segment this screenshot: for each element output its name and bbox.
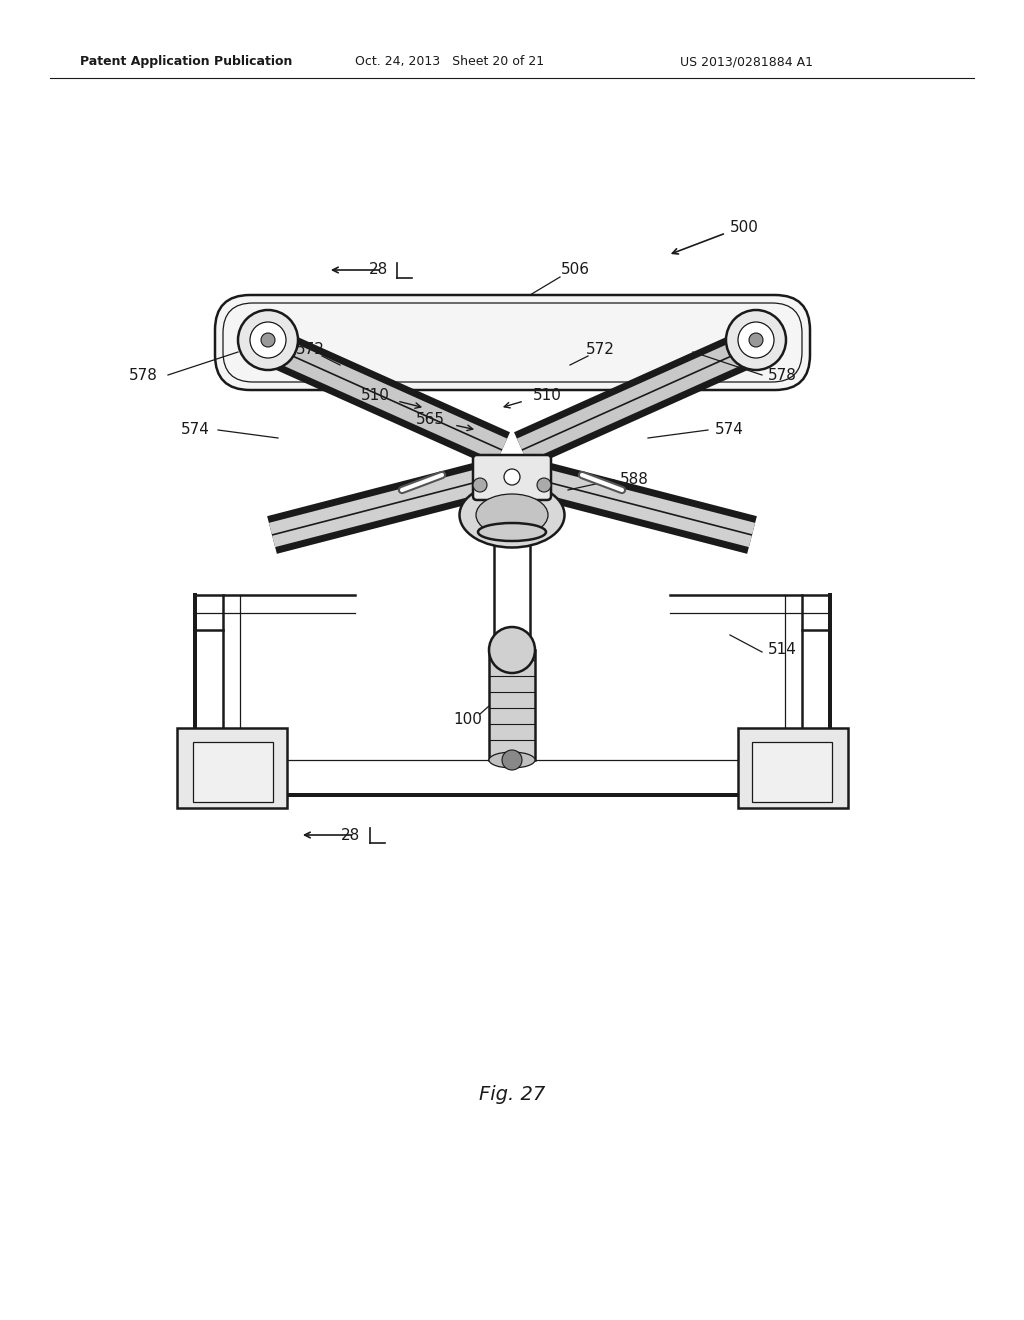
Text: 100: 100	[454, 713, 482, 727]
Circle shape	[749, 333, 763, 347]
Text: 514: 514	[768, 643, 797, 657]
FancyBboxPatch shape	[489, 649, 535, 760]
Ellipse shape	[489, 752, 535, 768]
Circle shape	[261, 333, 275, 347]
Ellipse shape	[478, 523, 546, 541]
Ellipse shape	[460, 483, 564, 548]
Text: 565: 565	[416, 412, 444, 428]
FancyBboxPatch shape	[193, 742, 273, 803]
FancyBboxPatch shape	[215, 294, 810, 389]
Circle shape	[250, 322, 286, 358]
Text: US 2013/0281884 A1: US 2013/0281884 A1	[680, 55, 813, 69]
Text: 578: 578	[129, 367, 158, 383]
Text: 574: 574	[715, 422, 743, 437]
Circle shape	[489, 627, 535, 673]
Circle shape	[726, 310, 786, 370]
Text: 578: 578	[768, 367, 797, 383]
FancyBboxPatch shape	[473, 455, 551, 500]
Circle shape	[537, 478, 551, 492]
Text: 506: 506	[560, 263, 590, 277]
FancyBboxPatch shape	[177, 729, 287, 808]
Text: 28: 28	[341, 828, 360, 842]
Circle shape	[238, 310, 298, 370]
Circle shape	[738, 322, 774, 358]
FancyBboxPatch shape	[752, 742, 831, 803]
FancyBboxPatch shape	[738, 729, 848, 808]
Text: 500: 500	[730, 220, 759, 235]
Text: 510: 510	[360, 388, 389, 403]
Circle shape	[473, 478, 487, 492]
Circle shape	[504, 469, 520, 484]
Circle shape	[502, 750, 522, 770]
Text: 510: 510	[532, 388, 561, 403]
Text: 28: 28	[369, 263, 388, 277]
Ellipse shape	[476, 494, 548, 536]
Text: 574: 574	[181, 422, 210, 437]
Text: Patent Application Publication: Patent Application Publication	[80, 55, 293, 69]
Text: 588: 588	[620, 473, 649, 487]
Text: Oct. 24, 2013   Sheet 20 of 21: Oct. 24, 2013 Sheet 20 of 21	[355, 55, 545, 69]
Text: 572: 572	[586, 342, 614, 358]
Text: 572: 572	[296, 342, 325, 358]
Text: Fig. 27: Fig. 27	[479, 1085, 545, 1105]
